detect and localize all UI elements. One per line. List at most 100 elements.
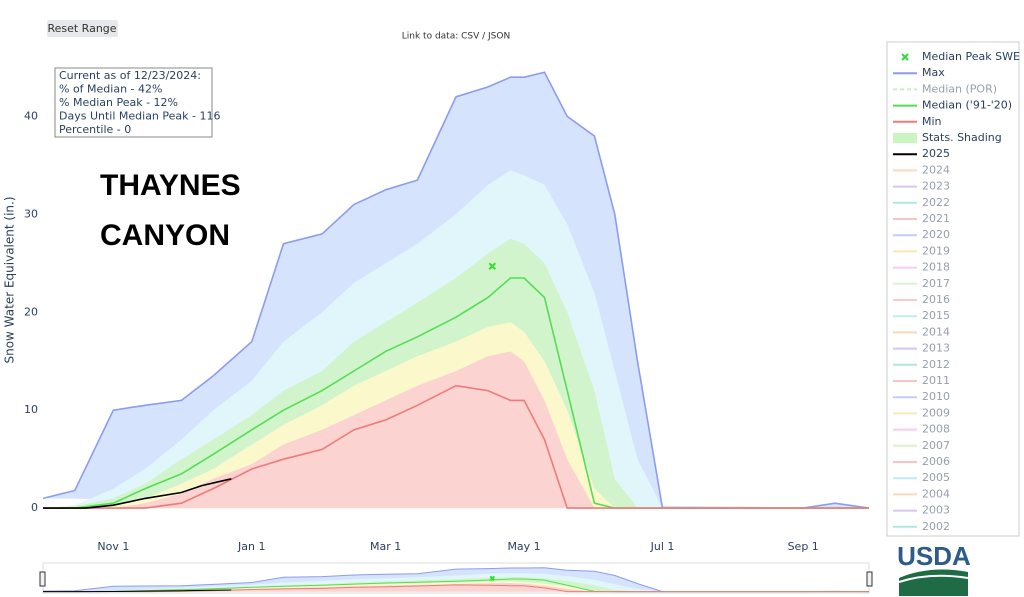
range-handle[interactable] — [866, 571, 873, 587]
legend-label: 2019 — [922, 244, 950, 257]
x-tick-label: Nov 1 — [97, 540, 129, 553]
legend-label: Median (POR) — [922, 82, 997, 95]
series-line — [43, 584, 869, 593]
y-tick-label: 10 — [24, 403, 38, 416]
legend-label: 2012 — [922, 358, 950, 371]
legend-item[interactable]: 2014 — [893, 325, 950, 338]
x-tick-label: Sep 1 — [788, 540, 819, 553]
legend-label: 2011 — [922, 374, 950, 387]
legend-label: 2008 — [922, 423, 950, 436]
legend-item[interactable]: 2013 — [893, 342, 950, 355]
y-tick-label: 30 — [24, 207, 38, 220]
legend-label: 2002 — [922, 520, 950, 533]
legend-label: Median Peak SWE — [922, 50, 1020, 63]
usda-logo: USDA — [897, 541, 971, 596]
x-tick-label: Mar 1 — [370, 540, 401, 553]
legend-label: 2010 — [922, 390, 950, 403]
legend-item[interactable]: 2002 — [893, 520, 950, 533]
annotation-line: % of Median - 42% — [59, 83, 162, 96]
legend-label: 2005 — [922, 471, 950, 484]
legend-label: 2023 — [922, 180, 950, 193]
legend-item[interactable]: 2011 — [893, 374, 950, 387]
plot-area — [42, 71, 870, 509]
legend-item[interactable]: 2024 — [893, 163, 950, 176]
legend-box — [886, 41, 1020, 537]
legend-label: 2017 — [922, 277, 950, 290]
legend-item[interactable]: 2018 — [893, 261, 950, 274]
legend-item[interactable]: 2019 — [893, 244, 950, 257]
legend-label: 2018 — [922, 261, 950, 274]
legend-item[interactable]: 2007 — [893, 439, 950, 452]
peak-marker — [489, 575, 496, 582]
annotation-box — [54, 67, 213, 138]
legend-symbol — [893, 133, 917, 143]
legend-item[interactable]: 2021 — [893, 212, 950, 225]
legend-label: 2004 — [922, 487, 950, 500]
legend-label: 2024 — [922, 163, 950, 176]
reset-label[interactable]: Reset Range — [47, 22, 116, 35]
legend-item[interactable]: 2005 — [893, 471, 950, 484]
logo-stripe — [898, 574, 969, 583]
logo-field — [899, 569, 968, 596]
legend-label: 2016 — [922, 293, 950, 306]
legend-item[interactable]: 2004 — [893, 487, 950, 500]
legend-item[interactable]: 2009 — [893, 406, 950, 419]
annotation-line: % Median Peak - 12% — [59, 96, 178, 109]
data-link[interactable]: Link to data: CSV / JSON — [402, 32, 510, 42]
legend-label: 2006 — [922, 455, 950, 468]
legend-item[interactable]: 2022 — [893, 196, 950, 209]
legend-item[interactable]: 2017 — [893, 277, 950, 290]
legend-label: 2022 — [922, 196, 950, 209]
y-axis-title: Snow Water Equivalent (in.) — [3, 196, 17, 363]
logo-text: USDA — [897, 541, 971, 571]
legend-item[interactable]: Min — [893, 115, 942, 128]
annotation-line: Days Until Median Peak - 116 — [59, 110, 220, 123]
y-tick-label: 20 — [24, 305, 38, 318]
station-name: THAYNES — [100, 169, 241, 202]
legend-symbol — [901, 53, 909, 61]
legend-label: 2003 — [922, 504, 950, 517]
legend-item[interactable]: 2012 — [893, 358, 950, 371]
legend-label: Min — [922, 115, 942, 128]
legend-label: 2020 — [922, 228, 950, 241]
y-tick-label: 40 — [24, 109, 38, 122]
legend-label: 2007 — [922, 439, 950, 452]
legend-item[interactable]: 2015 — [893, 309, 950, 322]
legend-item[interactable]: Stats. Shading — [893, 131, 1002, 144]
legend-item[interactable]: Median ('91-'20) — [893, 99, 1012, 112]
legend-item[interactable]: 2025 — [893, 147, 950, 160]
legend-item[interactable]: 2008 — [893, 423, 950, 436]
legend-item[interactable]: Max — [893, 66, 945, 79]
annotation-line: Percentile - 0 — [59, 123, 131, 136]
peak-marker — [488, 262, 497, 270]
legend-item[interactable]: 2010 — [893, 390, 950, 403]
reset-button[interactable] — [47, 20, 118, 37]
series-line — [43, 478, 232, 509]
series-line — [43, 589, 232, 593]
legend-label: 2014 — [922, 325, 950, 338]
x-tick-label: Jan 1 — [237, 540, 265, 553]
legend-label: Median ('91-'20) — [922, 99, 1012, 112]
legend-item[interactable]: Median (POR) — [893, 82, 997, 95]
legend-label: 2009 — [922, 406, 950, 419]
legend-label: 2025 — [922, 147, 950, 160]
range-handle[interactable] — [39, 571, 46, 587]
legend-item[interactable]: 2006 — [893, 455, 950, 468]
legend-label: Max — [922, 66, 945, 79]
annotation-line: Current as of 12/23/2024: — [59, 69, 201, 82]
legend-label: 2021 — [922, 212, 950, 225]
x-tick-label: May 1 — [507, 540, 540, 553]
series-line — [43, 384, 869, 509]
legend-item[interactable]: 2016 — [893, 293, 950, 306]
legend-item[interactable]: 2003 — [893, 504, 950, 517]
x-tick-label: Jul 1 — [650, 540, 675, 553]
stats-band — [43, 351, 869, 509]
legend-item[interactable]: Median Peak SWE — [901, 50, 1020, 63]
legend-label: Stats. Shading — [922, 131, 1002, 144]
station-name: CANYON — [100, 219, 230, 252]
legend-item[interactable]: 2020 — [893, 228, 950, 241]
legend-item[interactable]: 2023 — [893, 180, 950, 193]
range-preview — [42, 567, 870, 593]
